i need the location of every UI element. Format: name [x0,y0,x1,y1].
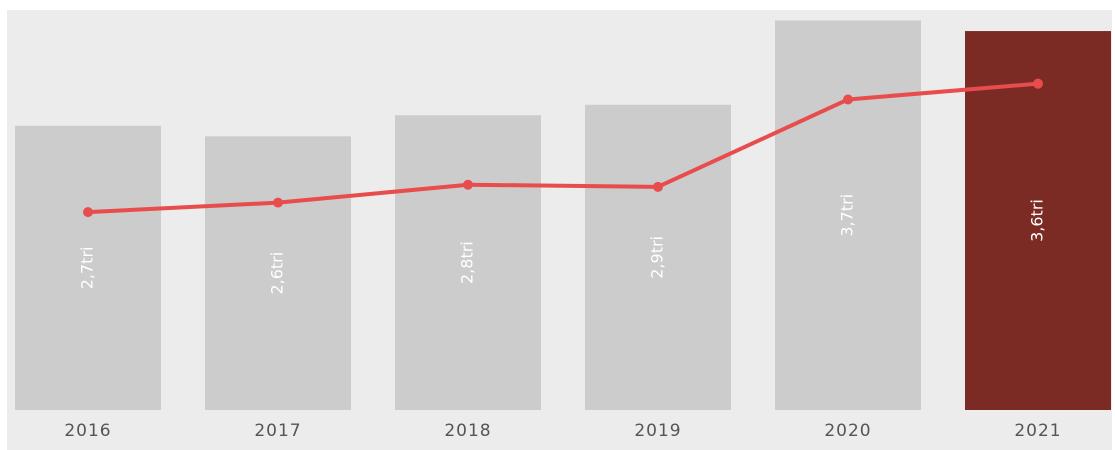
line [87,81,1039,215]
bar [15,125,161,410]
value-label: 3,6tri [1028,199,1047,242]
line-point [653,181,663,192]
x-tick-label: 2017 [254,421,301,441]
line-point [843,94,853,105]
bar [965,31,1111,410]
value-label: 3,7tri [838,194,857,237]
bar [585,104,731,410]
x-tick-label: 2018 [444,421,491,441]
x-tick-label: 2016 [64,421,111,441]
line-point [273,197,283,208]
bar [775,20,921,411]
value-label: 2,8tri [458,241,477,284]
x-tick-label: 2021 [1014,421,1061,441]
x-tick-label: 2020 [824,421,871,441]
value-label: 2,9tri [648,236,667,279]
line-point [463,179,473,190]
plot-background [7,10,1112,450]
line-point [1033,78,1043,89]
x-tick-label: 2019 [634,421,681,441]
line-point [83,207,93,218]
value-label: 2,6tri [268,252,287,295]
value-label: 2,7tri [78,247,97,290]
bar [395,115,541,411]
bar [205,136,351,410]
